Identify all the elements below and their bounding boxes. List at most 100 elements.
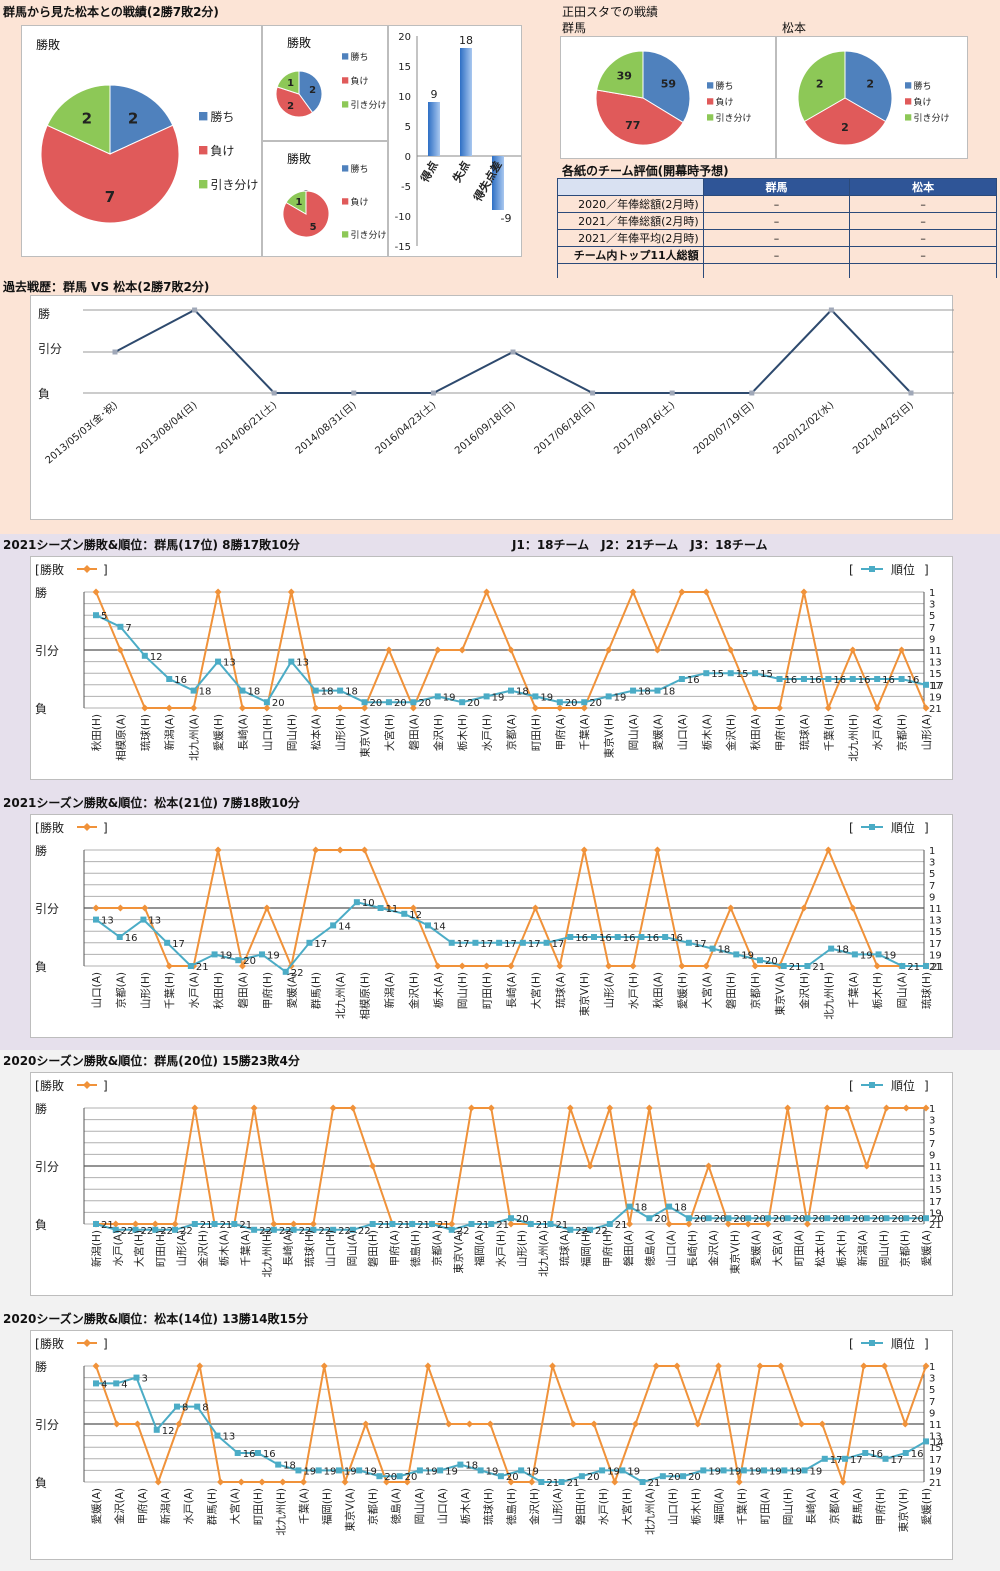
season-rank-label: 19 <box>445 1466 458 1477</box>
season-rank-label: 17 <box>931 681 944 692</box>
pie-data-label: 2 <box>82 109 92 127</box>
season-rank-point <box>518 1467 525 1474</box>
season-result-point <box>214 846 222 854</box>
season-rank-point <box>740 1467 747 1474</box>
season-rank-point <box>508 687 514 694</box>
season-rank-point <box>153 1426 160 1433</box>
season-result-point <box>922 704 930 712</box>
season-result-point <box>196 1362 204 1370</box>
season-rank-point <box>140 916 147 923</box>
pie-slice <box>276 70 300 95</box>
season-rank-point <box>288 658 295 665</box>
season-rank-point <box>93 1221 99 1227</box>
season-result-point <box>287 588 295 596</box>
season-rank-label: 5 <box>101 611 107 622</box>
season-result-point <box>873 962 881 970</box>
bar-y-tick: 15 <box>398 62 411 73</box>
season-result-point <box>751 962 759 970</box>
season-rank-label: 15 <box>736 669 749 680</box>
legend-left-bracket: [ <box>35 821 40 835</box>
season-rank-label: 18 <box>321 687 334 698</box>
season-x-label: 山形(H) <box>140 972 152 1009</box>
pie-small2-box: 勝敗 051勝ち負け引き分け <box>262 141 388 257</box>
season-rank-label: 20 <box>714 1214 727 1225</box>
season-rank-tick: 3 <box>929 1116 935 1127</box>
season-y-label: 引分 <box>35 1160 59 1174</box>
season-rank-label: 21 <box>437 1220 450 1231</box>
pie-main-title: 勝敗 <box>36 38 61 52</box>
season-rank-tick: 15 <box>929 1185 942 1196</box>
season-x-label: 新潟(H) <box>90 1230 103 1267</box>
season-x-label: 栃木(H) <box>835 1230 848 1267</box>
season-x-label: 岡山(A) <box>897 972 909 1008</box>
season-rank-point <box>290 1226 297 1233</box>
season-x-label: 北九州(A) <box>644 1488 656 1535</box>
history-point <box>749 390 755 396</box>
season-result-point <box>165 704 173 712</box>
season-result-point <box>362 1420 370 1428</box>
eval-table: 群馬 松本 2020／年俸総額(2月時) – – 2021／年俸総額(2月時) … <box>557 178 997 281</box>
season-rank-label: 20 <box>370 698 383 709</box>
eval-cell-matsumoto: – <box>849 195 997 213</box>
legend-swatch <box>342 77 349 84</box>
season-rank-point <box>538 1479 545 1485</box>
season-rank-point <box>239 687 246 694</box>
season-rank-label: 19 <box>860 950 873 961</box>
season-rank-label: 18 <box>516 687 529 698</box>
season-rank-label: 12 <box>162 1426 175 1437</box>
season-rank-label: 20 <box>852 1214 865 1225</box>
season-y-label: 負 <box>35 702 47 716</box>
season-rank-point <box>780 963 787 969</box>
season-rank-label: 21 <box>496 1220 509 1231</box>
season-x-label: 栃木(A) <box>432 972 445 1008</box>
season-result-point <box>409 704 417 712</box>
season-x-label: 福岡(H) <box>321 1488 334 1525</box>
season-rank-label: 19 <box>364 1466 377 1477</box>
season-rank-point <box>353 899 360 906</box>
season-rank-label: 18 <box>199 687 212 698</box>
season-x-label: 東京V(H) <box>728 1230 741 1274</box>
season-rank-point <box>662 934 669 940</box>
season-result-point <box>824 846 832 854</box>
legend-label: 負け <box>716 96 734 108</box>
season-rank-tick: 9 <box>929 1408 935 1419</box>
season-result-point <box>653 846 661 854</box>
legend-right-bracket: [ <box>849 821 854 835</box>
season-x-label: 大宮(A) <box>771 1230 784 1266</box>
season-rank-label: 8 <box>202 1403 208 1414</box>
season-result-point <box>694 1420 702 1428</box>
season-y-label: 引分 <box>35 902 59 916</box>
legend-left-bracket: ] <box>103 1337 108 1351</box>
eval-cell-matsumoto: – <box>849 229 997 247</box>
season-rank-label: 17 <box>552 939 565 950</box>
season-result-point <box>312 846 320 854</box>
season-x-label: 新潟(A) <box>163 714 176 750</box>
season-result-point <box>134 1420 141 1428</box>
season-rank-point <box>685 939 692 946</box>
season-result-point <box>744 1220 752 1228</box>
season-result-point <box>445 1420 453 1428</box>
season-x-label: 松本(H) <box>814 1230 827 1267</box>
season-x-label: 北九州(H) <box>848 714 860 762</box>
season-rank-label: 13 <box>296 658 309 669</box>
season-rank-point <box>112 1226 119 1233</box>
season-x-label: 相模原(A) <box>114 714 127 761</box>
legend-left-label: 勝敗 <box>40 1078 64 1093</box>
history-x-label: 2014/08/31(日) <box>294 400 359 457</box>
pie-slice <box>797 50 846 123</box>
season-x-label: 金沢(H) <box>196 1230 209 1267</box>
season-chart-box-3: [勝敗][順位] 勝引分負 1 3 5 7 9 11 13 15 17 19 21 4 4 3 12 8 8 13 16… <box>30 1330 953 1560</box>
pie-data-label: 1 <box>287 78 294 89</box>
season-x-label: 京都(H) <box>899 1230 912 1267</box>
history-x-label: 2017/09/16(土) <box>611 398 677 457</box>
season-result-point <box>569 1420 577 1428</box>
bar-y-tick: -5 <box>401 182 411 193</box>
legend-label: 引き分け <box>210 178 258 192</box>
season-rank-label: 20 <box>405 1472 418 1483</box>
season-rank-point <box>761 1467 768 1474</box>
season-x-label: 北九州(A) <box>189 714 201 761</box>
season-rank-point <box>764 1215 771 1222</box>
season-rank-tick: 1 <box>929 1104 935 1115</box>
season-result-point <box>175 1420 183 1428</box>
